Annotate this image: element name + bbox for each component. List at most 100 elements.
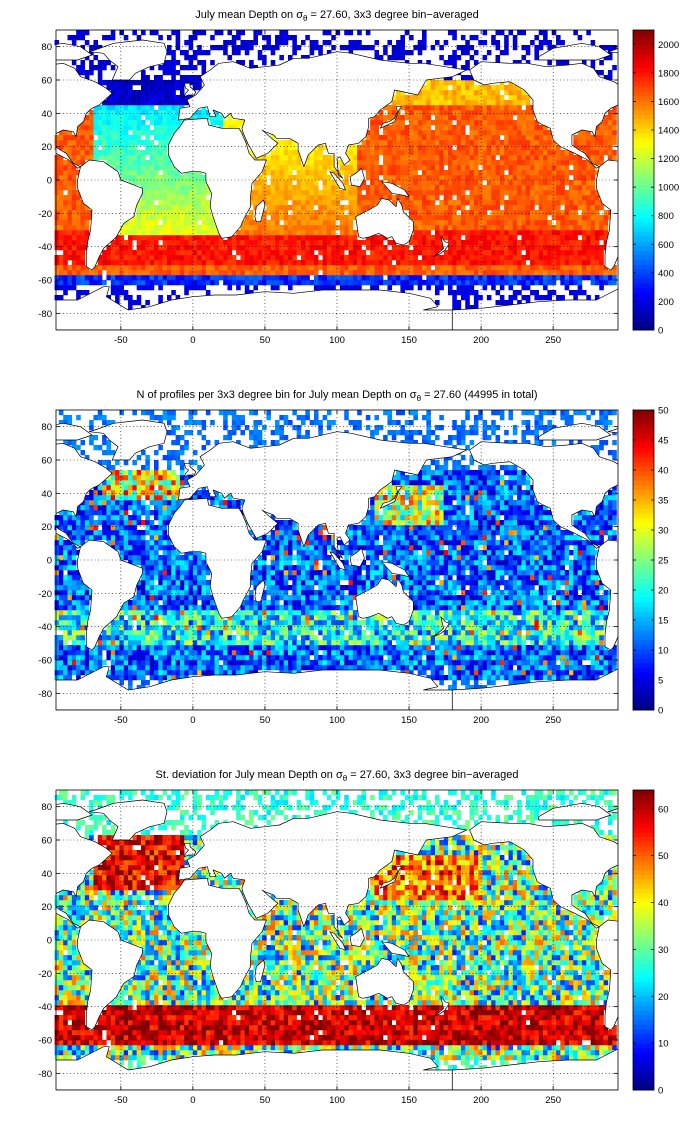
heatmap-cell	[491, 275, 496, 281]
heatmap-cell	[188, 55, 194, 61]
heatmap-cell	[594, 160, 600, 166]
heatmap-cell	[153, 110, 159, 116]
heatmap-cell	[469, 110, 475, 116]
heatmap-cell	[430, 130, 436, 136]
heatmap-cell	[132, 480, 137, 486]
heatmap-cell	[543, 170, 548, 176]
heatmap-cell	[205, 205, 211, 211]
heatmap-cell	[512, 145, 518, 151]
heatmap-cell	[357, 240, 362, 246]
heatmap-cell	[244, 255, 250, 261]
heatmap-cell	[357, 275, 362, 281]
heatmap-cell	[128, 165, 133, 171]
heatmap-cell	[460, 45, 466, 51]
heatmap-cell	[123, 640, 129, 646]
heatmap-cell	[348, 240, 354, 246]
heatmap-cell	[590, 140, 596, 146]
heatmap-cell	[491, 130, 496, 136]
heatmap-cell	[443, 85, 449, 91]
heatmap-cell	[517, 250, 522, 256]
heatmap-cell	[521, 175, 527, 181]
heatmap-cell	[434, 115, 440, 121]
heatmap-cell	[153, 170, 159, 176]
heatmap-cell	[499, 110, 505, 116]
heatmap-cell	[439, 190, 444, 196]
heatmap-cell	[482, 55, 488, 61]
heatmap-cell	[54, 230, 60, 236]
heatmap-cell	[184, 270, 189, 276]
heatmap-cell	[262, 45, 267, 51]
heatmap-cell	[292, 270, 297, 276]
heatmap-cell	[556, 190, 561, 196]
heatmap-cell	[318, 250, 323, 256]
heatmap-cell	[115, 665, 120, 671]
heatmap-cell	[530, 290, 535, 296]
heatmap-cell	[391, 140, 397, 146]
heatmap-cell	[452, 200, 457, 206]
heatmap-cell	[145, 655, 150, 661]
heatmap-cell	[417, 135, 423, 141]
heatmap-cell	[71, 245, 77, 251]
heatmap-cell	[486, 235, 492, 241]
heatmap-cell	[128, 655, 133, 661]
heatmap-cell	[465, 285, 470, 291]
heatmap-cell	[309, 225, 315, 231]
heatmap-cell	[348, 200, 354, 206]
heatmap-cell	[166, 120, 172, 126]
heatmap-cell	[153, 240, 159, 246]
heatmap-cell	[396, 115, 401, 121]
heatmap-cell	[115, 290, 120, 296]
heatmap-cell	[76, 620, 81, 626]
heatmap-cell	[171, 265, 176, 271]
heatmap-cell	[132, 120, 137, 126]
heatmap-cell	[153, 85, 159, 91]
heatmap-cell	[560, 170, 565, 176]
heatmap-cell	[71, 565, 77, 571]
heatmap-cell	[192, 35, 198, 41]
heatmap-cell	[223, 125, 228, 131]
heatmap-cell	[201, 30, 207, 36]
heatmap-cell	[102, 130, 107, 136]
y-tick-label: 20	[41, 142, 52, 153]
heatmap-cell	[344, 270, 349, 276]
heatmap-cell	[80, 135, 86, 141]
heatmap-cell	[473, 115, 479, 121]
heatmap-cell	[97, 125, 103, 131]
heatmap-cell	[508, 155, 514, 161]
heatmap-cell	[482, 170, 488, 176]
heatmap-cell	[63, 415, 68, 421]
heatmap-cell	[128, 95, 133, 101]
heatmap-cell	[141, 555, 146, 561]
heatmap-cell	[521, 95, 527, 101]
heatmap-cell	[478, 255, 483, 261]
heatmap-cell	[179, 280, 185, 286]
heatmap-cell	[128, 240, 133, 246]
heatmap-cell	[253, 200, 258, 206]
heatmap-cell	[521, 210, 527, 216]
heatmap-cell	[89, 70, 94, 76]
heatmap-cell	[110, 90, 116, 96]
heatmap-cell	[171, 270, 176, 276]
heatmap-cell	[102, 145, 107, 151]
heatmap-cell	[136, 90, 142, 96]
heatmap-cell	[119, 235, 124, 241]
heatmap-cell	[339, 210, 345, 216]
heatmap-cell	[123, 245, 129, 251]
heatmap-cell	[158, 35, 163, 41]
heatmap-cell	[443, 100, 449, 106]
heatmap-cell	[119, 510, 124, 516]
heatmap-cell	[551, 165, 557, 171]
heatmap-cell	[482, 260, 488, 266]
heatmap-cell	[123, 225, 129, 231]
heatmap-cell	[153, 155, 159, 161]
heatmap-cell	[166, 250, 172, 256]
heatmap-cell	[192, 275, 198, 281]
heatmap-cell	[71, 190, 77, 196]
heatmap-cell	[145, 165, 150, 171]
heatmap-cell	[115, 670, 120, 676]
heatmap-cell	[67, 150, 73, 156]
heatmap-cell	[253, 280, 258, 286]
heatmap-cell	[499, 230, 505, 236]
heatmap-cell	[158, 95, 163, 101]
heatmap-cell	[305, 200, 310, 206]
